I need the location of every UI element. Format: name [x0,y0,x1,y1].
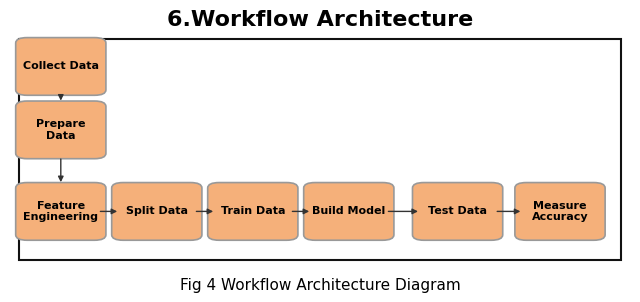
FancyBboxPatch shape [112,182,202,240]
Text: 6.Workflow Architecture: 6.Workflow Architecture [167,10,473,30]
Text: Feature
Engineering: Feature Engineering [23,201,99,222]
Text: Prepare
Data: Prepare Data [36,119,86,141]
Text: Split Data: Split Data [126,206,188,217]
Text: Measure
Accuracy: Measure Accuracy [532,201,588,222]
Text: Test Data: Test Data [428,206,487,217]
Text: Train Data: Train Data [221,206,285,217]
Text: Collect Data: Collect Data [23,61,99,72]
FancyBboxPatch shape [515,182,605,240]
FancyBboxPatch shape [207,182,298,240]
FancyBboxPatch shape [304,182,394,240]
FancyBboxPatch shape [412,182,503,240]
FancyBboxPatch shape [16,101,106,159]
FancyBboxPatch shape [16,182,106,240]
Text: Build Model: Build Model [312,206,385,217]
FancyBboxPatch shape [16,37,106,95]
Text: Fig 4 Workflow Architecture Diagram: Fig 4 Workflow Architecture Diagram [180,278,460,293]
